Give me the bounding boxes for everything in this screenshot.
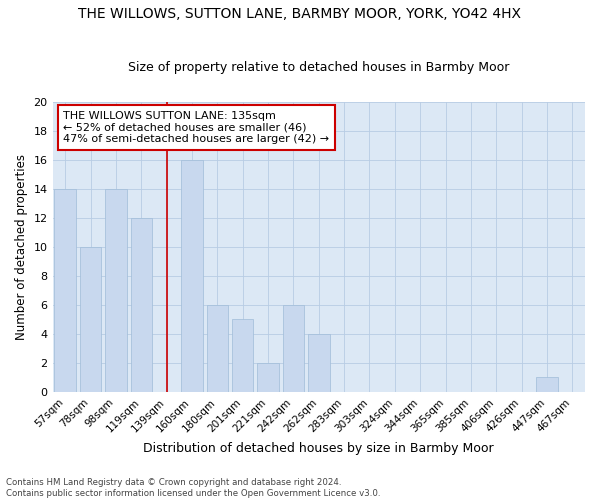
Bar [257,363,279,392]
X-axis label: Distribution of detached houses by size in Barmby Moor: Distribution of detached houses by size … [143,442,494,455]
Text: THE WILLOWS, SUTTON LANE, BARMBY MOOR, YORK, YO42 4HX: THE WILLOWS, SUTTON LANE, BARMBY MOOR, Y… [79,8,521,22]
Bar [283,305,304,392]
Bar [105,189,127,392]
Bar [232,320,253,392]
Bar [55,189,76,392]
Text: THE WILLOWS SUTTON LANE: 135sqm
← 52% of detached houses are smaller (46)
47% of: THE WILLOWS SUTTON LANE: 135sqm ← 52% of… [63,111,329,144]
Bar [536,378,558,392]
Title: Size of property relative to detached houses in Barmby Moor: Size of property relative to detached ho… [128,62,509,74]
Bar [131,218,152,392]
Text: Contains HM Land Registry data © Crown copyright and database right 2024.
Contai: Contains HM Land Registry data © Crown c… [6,478,380,498]
Bar [206,305,228,392]
Bar [80,247,101,392]
Bar [181,160,203,392]
Y-axis label: Number of detached properties: Number of detached properties [15,154,28,340]
Bar [308,334,329,392]
